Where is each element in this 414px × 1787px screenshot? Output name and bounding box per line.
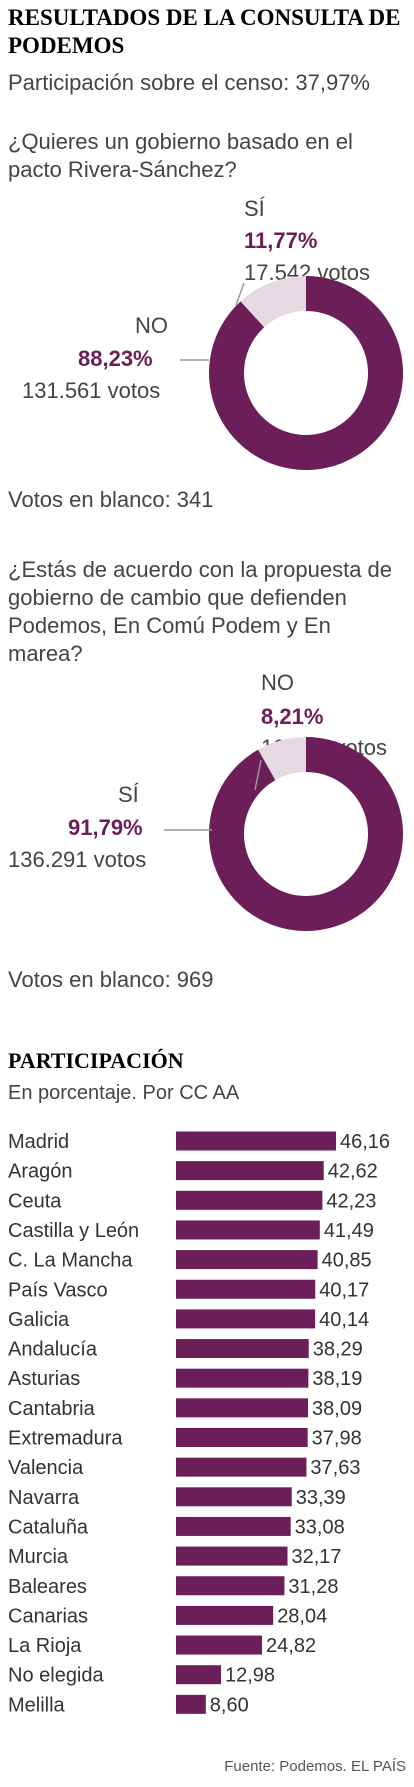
q1-donut-slice-no xyxy=(209,276,404,471)
q2-no-leader xyxy=(254,759,262,791)
bar-label-baleares: Baleares xyxy=(8,1576,87,1598)
bar-label-navarra: Navarra xyxy=(8,1487,80,1509)
q2-no-pct: 8,21% xyxy=(261,704,324,729)
bar-cantabria xyxy=(176,1398,309,1418)
bar-label-país-vasco: País Vasco xyxy=(8,1279,108,1301)
bar-value-ceuta: 42,23 xyxy=(326,1190,376,1212)
bar-melilla xyxy=(176,1694,206,1714)
bar-value-canarias: 28,04 xyxy=(277,1605,327,1627)
bar-label-melilla: Melilla xyxy=(8,1694,66,1716)
q1-yes-label: SÍ xyxy=(244,196,265,221)
bar-cataluña xyxy=(176,1516,291,1536)
bar-no-elegida xyxy=(176,1665,221,1685)
bar-label-andalucía: Andalucía xyxy=(8,1339,98,1361)
bar-value-cataluña: 33,08 xyxy=(295,1516,345,1538)
q1-no-votes: 131.561 votos xyxy=(22,378,161,403)
q2-yes-pct: 91,79% xyxy=(68,815,143,840)
chart-title: RESULTADOS DE LA CONSULTA DE PODEMOS xyxy=(8,5,401,58)
bar-label-galicia: Galicia xyxy=(8,1309,70,1331)
source-note: Fuente: Podemos. EL PAÍS xyxy=(224,1758,406,1775)
bar-canarias xyxy=(176,1605,274,1625)
q1-blank-votes: Votos en blanco: 341 xyxy=(8,487,214,512)
q2-yes-label: SÍ xyxy=(118,782,139,807)
bar-value-c-la-mancha: 40,85 xyxy=(322,1250,372,1272)
participation-title: PARTICIPACIÓN xyxy=(8,1048,184,1073)
bar-value-murcia: 32,17 xyxy=(292,1546,342,1568)
bar-label-castilla-y-león: Castilla y León xyxy=(8,1220,139,1242)
bar-label-extremadura: Extremadura xyxy=(8,1428,123,1450)
bar-asturias xyxy=(176,1368,309,1388)
q1-yes-pct: 11,77% xyxy=(244,228,318,253)
bar-navarra xyxy=(176,1487,292,1507)
bar-label-cantabria: Cantabria xyxy=(8,1398,96,1420)
bar-ceuta xyxy=(176,1190,323,1210)
bar-galicia xyxy=(176,1309,316,1329)
bar-label-murcia: Murcia xyxy=(8,1546,69,1568)
bar-value-la-rioja: 24,82 xyxy=(266,1635,316,1657)
bar-label-la-rioja: La Rioja xyxy=(8,1635,82,1657)
bar-label-valencia: Valencia xyxy=(8,1457,84,1479)
bar-label-aragón: Aragón xyxy=(8,1161,73,1183)
bar-label-asturias: Asturias xyxy=(8,1368,80,1390)
bar-label-no-elegida: No elegida xyxy=(8,1665,105,1687)
q1-no-pct: 88,23% xyxy=(78,346,153,371)
bar-murcia xyxy=(176,1546,288,1566)
bar-c-la-mancha xyxy=(176,1250,318,1270)
bar-madrid xyxy=(176,1131,336,1151)
q2-donut-slice-sí xyxy=(208,737,403,931)
bar-label-c-la-mancha: C. La Mancha xyxy=(8,1250,133,1272)
q2-no-label: NO xyxy=(261,670,294,695)
q1-yes-leader xyxy=(235,282,245,306)
bar-label-madrid: Madrid xyxy=(8,1131,69,1153)
q2-blank-votes: Votos en blanco: 969 xyxy=(8,967,214,992)
q2-donut-slice-no xyxy=(258,737,306,781)
bar-andalucía xyxy=(176,1339,309,1359)
bar-value-navarra: 33,39 xyxy=(296,1487,346,1509)
bar-value-cantabria: 38,09 xyxy=(312,1398,362,1420)
q1-question: ¿Quieres un gobierno basado en el pacto … xyxy=(8,129,353,182)
bar-la-rioja xyxy=(176,1635,263,1655)
bar-value-melilla: 8,60 xyxy=(210,1694,249,1716)
bar-label-canarias: Canarias xyxy=(8,1605,88,1627)
participation-text: Participación sobre el censo: 37,97% xyxy=(8,70,370,95)
bar-value-no-elegida: 12,98 xyxy=(225,1665,275,1687)
bar-value-baleares: 31,28 xyxy=(288,1576,338,1598)
bar-baleares xyxy=(176,1576,285,1596)
bar-value-valencia: 37,63 xyxy=(310,1457,360,1479)
bar-value-madrid: 46,16 xyxy=(340,1131,390,1153)
bar-extremadura xyxy=(176,1428,308,1447)
bar-value-país-vasco: 40,17 xyxy=(319,1279,369,1301)
bar-valencia xyxy=(176,1457,307,1477)
q1-no-label: NO xyxy=(135,313,168,338)
bar-value-asturias: 38,19 xyxy=(312,1368,362,1390)
bar-value-andalucía: 38,29 xyxy=(313,1339,363,1361)
q2-yes-votes: 136.291 votos xyxy=(8,847,147,872)
bar-value-galicia: 40,14 xyxy=(319,1309,369,1331)
bar-aragón xyxy=(176,1161,324,1181)
q2-question: ¿Estás de acuerdo con la propuesta de go… xyxy=(8,557,393,666)
bar-value-aragón: 42,62 xyxy=(328,1161,378,1183)
bar-label-cataluña: Cataluña xyxy=(8,1516,89,1538)
participation-subtitle: En porcentaje. Por CC AA xyxy=(8,1082,240,1104)
bar-value-castilla-y-león: 41,49 xyxy=(324,1220,374,1242)
bar-label-ceuta: Ceuta xyxy=(8,1190,62,1212)
bar-país-vasco xyxy=(176,1279,316,1299)
q1-donut-slice-sí xyxy=(240,276,306,328)
bar-castilla-y-león xyxy=(176,1220,320,1240)
bar-value-extremadura: 37,98 xyxy=(312,1428,362,1450)
